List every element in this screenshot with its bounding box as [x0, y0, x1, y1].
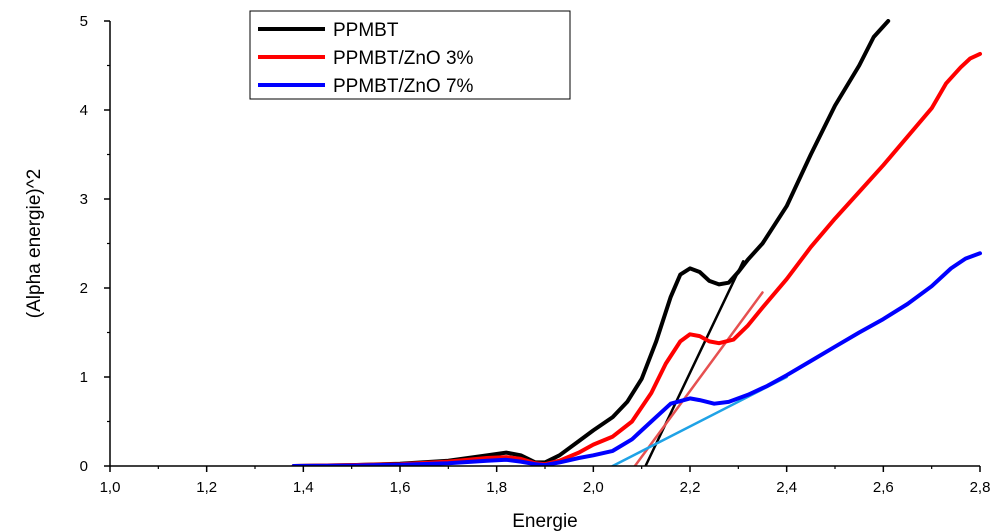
x-tick-label: 1,8 — [486, 479, 507, 496]
series-line — [291, 251, 982, 466]
x-axis-title: Energie — [512, 511, 578, 532]
legend-label: PPMBT/ZnO 3% — [333, 48, 474, 69]
y-axis-ticks: 0 1 2 3 4 5 — [80, 13, 110, 475]
x-tick-label: 2,4 — [776, 479, 797, 496]
series-lines — [291, 19, 982, 466]
x-tick-label: 1,2 — [196, 479, 217, 496]
x-tick-label: 2,6 — [873, 479, 894, 496]
y-tick-label: 1 — [80, 369, 88, 386]
plot-area — [291, 19, 982, 466]
y-tick-label: 3 — [80, 191, 88, 208]
x-tick-label: 2,2 — [680, 479, 701, 496]
tangent-line — [644, 260, 745, 466]
legend: PPMBT PPMBT/ZnO 3% PPMBT/ZnO 7% — [249, 10, 571, 100]
y-tick-label: 4 — [80, 102, 88, 119]
y-tick-label: 5 — [80, 13, 88, 30]
x-axis-ticks: 1,0 1,2 1,4 1,6 1,8 2,0 2,2 2,4 2,6 2,8 — [100, 466, 991, 496]
series-line — [291, 51, 982, 466]
x-tick-label: 1,6 — [390, 479, 411, 496]
legend-item-ppmbt-zno-3: PPMBT/ZnO 3% — [258, 48, 474, 69]
legend-label: PPMBT/ZnO 7% — [333, 76, 474, 97]
x-tick-label: 2,8 — [970, 479, 991, 496]
y-tick-label: 0 — [80, 458, 88, 475]
x-tick-label: 2,0 — [583, 479, 604, 496]
tangent-line — [633, 291, 764, 466]
legend-label: PPMBT — [333, 20, 399, 41]
y-axis-title: (Alpha energie)^2 — [24, 169, 45, 318]
y-tick-label: 2 — [80, 280, 88, 297]
x-tick-label: 1,0 — [100, 479, 121, 496]
legend-item-ppmbt-zno-7: PPMBT/ZnO 7% — [258, 76, 474, 97]
x-tick-label: 1,4 — [293, 479, 314, 496]
series-line — [291, 19, 891, 466]
legend-item-ppmbt: PPMBT — [258, 20, 399, 41]
